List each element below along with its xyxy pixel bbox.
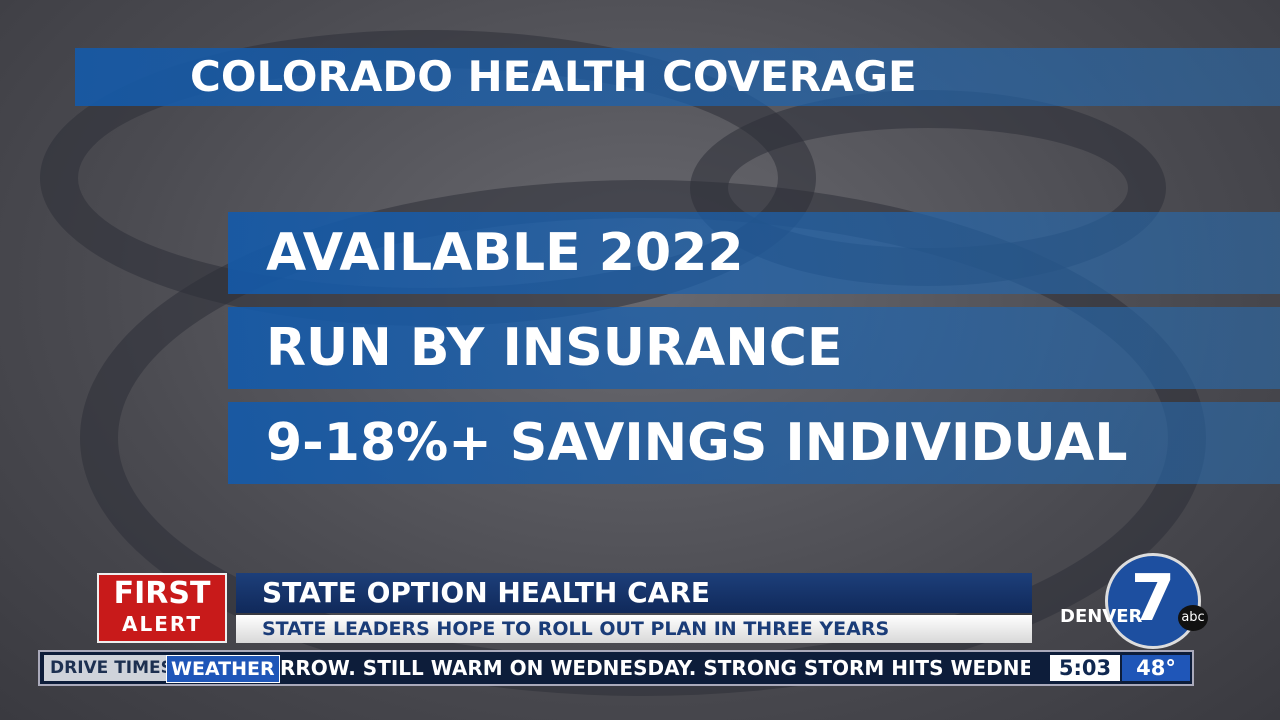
ticker-tab: DRIVE TIMES [44, 655, 179, 681]
badge: FIRST ALERT [97, 573, 227, 643]
ticker-tab: WEATHER [166, 655, 280, 683]
logo-number: 7 [1105, 553, 1201, 649]
graphic-title: COLORADO HEALTH COVERAGE [75, 48, 1280, 106]
temperature: 48° [1122, 655, 1190, 681]
logo-network: abc [1178, 605, 1208, 631]
point: 9-18%+ SAVINGS INDIVIDUAL [228, 402, 1280, 484]
time: 5:03 [1050, 655, 1120, 681]
logo-station: DENVER [1060, 606, 1143, 627]
point: AVAILABLE 2022 [228, 212, 1280, 294]
headline: STATE OPTION HEALTH CARE [236, 573, 1032, 613]
badge-line: ALERT [121, 612, 203, 636]
ticker: DRIVE TIMES WEATHER RROW. STILL WARM ON … [38, 650, 1194, 686]
ticker-text: RROW. STILL WARM ON WEDNESDAY. STRONG ST… [280, 656, 1030, 680]
point: RUN BY INSURANCE [228, 307, 1280, 389]
badge-line: FIRST [113, 576, 211, 611]
subhead: STATE LEADERS HOPE TO ROLL OUT PLAN IN T… [236, 615, 1032, 643]
